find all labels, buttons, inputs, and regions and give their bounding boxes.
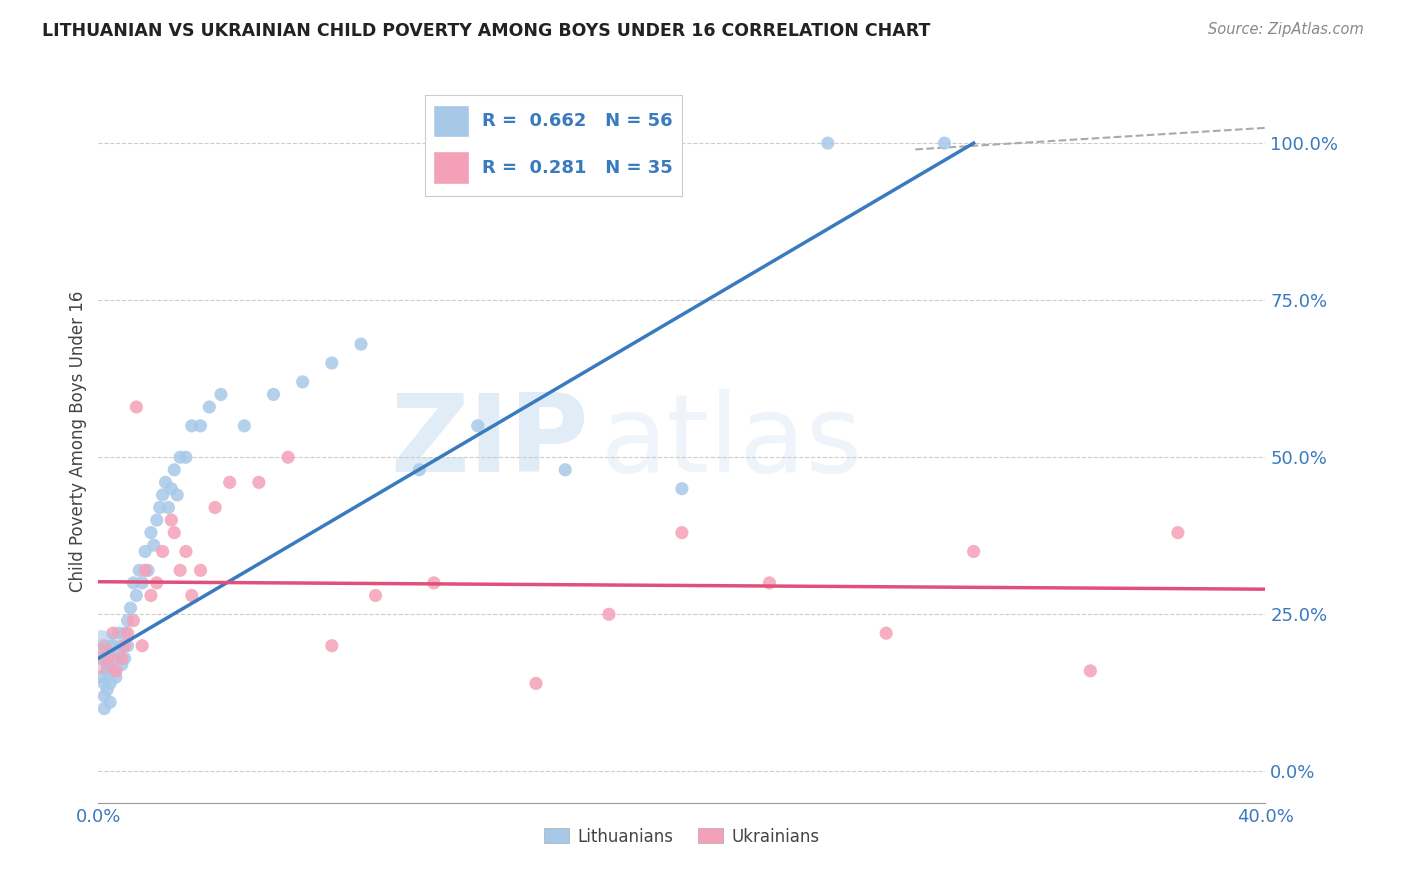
Point: [125, 400, 148, 414]
Point: [111, 657, 134, 672]
Point: [117, 626, 139, 640]
Point: [117, 614, 139, 628]
Point: [209, 387, 232, 401]
Point: [120, 601, 142, 615]
Point: [104, 651, 127, 665]
Point: [934, 136, 956, 150]
Point: [817, 136, 839, 150]
Point: [174, 450, 197, 465]
Point: [218, 475, 240, 490]
Point: [152, 544, 174, 558]
Text: ZIP: ZIP: [389, 389, 589, 494]
Point: [1080, 664, 1102, 678]
Point: [149, 500, 172, 515]
Point: [90, 651, 112, 665]
Point: [134, 544, 156, 558]
Point: [277, 450, 299, 465]
Point: [122, 575, 145, 590]
Point: [160, 513, 183, 527]
Point: [758, 575, 780, 590]
Point: [467, 418, 489, 433]
Point: [122, 614, 145, 628]
Point: [174, 544, 197, 558]
Point: [131, 575, 153, 590]
Point: [408, 463, 430, 477]
Point: [204, 500, 226, 515]
Point: [321, 356, 343, 370]
Point: [117, 639, 139, 653]
Text: Source: ZipAtlas.com: Source: ZipAtlas.com: [1208, 22, 1364, 37]
Point: [198, 400, 221, 414]
Point: [671, 482, 693, 496]
Text: atlas: atlas: [600, 389, 862, 494]
Point: [134, 563, 156, 577]
Point: [146, 513, 169, 527]
Point: [101, 664, 124, 678]
Text: LITHUANIAN VS UKRAINIAN CHILD POVERTY AMONG BOYS UNDER 16 CORRELATION CHART: LITHUANIAN VS UKRAINIAN CHILD POVERTY AM…: [42, 22, 931, 40]
Point: [139, 525, 162, 540]
Point: [114, 626, 136, 640]
Point: [247, 475, 270, 490]
Point: [598, 607, 620, 622]
Point: [554, 463, 576, 477]
Point: [93, 701, 115, 715]
Point: [180, 589, 202, 603]
Point: [321, 639, 343, 653]
Point: [155, 475, 177, 490]
Point: [93, 676, 115, 690]
Point: [96, 651, 118, 665]
Point: [98, 695, 121, 709]
Point: [962, 544, 984, 558]
Point: [423, 575, 446, 590]
Point: [1167, 525, 1189, 540]
Point: [93, 639, 115, 653]
Point: [180, 418, 202, 433]
Point: [146, 575, 169, 590]
Point: [96, 664, 118, 678]
Point: [96, 657, 118, 672]
Point: [114, 639, 136, 653]
Point: [152, 488, 174, 502]
Point: [111, 639, 134, 653]
Point: [157, 500, 180, 515]
Point: [104, 670, 127, 684]
Point: [125, 589, 148, 603]
Point: [160, 482, 183, 496]
Point: [169, 563, 191, 577]
Point: [98, 676, 121, 690]
Point: [96, 682, 118, 697]
Point: [671, 525, 693, 540]
Point: [163, 525, 186, 540]
Point: [169, 450, 191, 465]
Point: [142, 538, 165, 552]
Point: [291, 375, 314, 389]
Point: [111, 651, 134, 665]
Point: [90, 670, 112, 684]
Point: [163, 463, 186, 477]
Legend: Lithuanians, Ukrainians: Lithuanians, Ukrainians: [537, 821, 827, 852]
Point: [114, 651, 136, 665]
Point: [90, 639, 112, 653]
Point: [108, 626, 131, 640]
Point: [233, 418, 256, 433]
Y-axis label: Child Poverty Among Boys Under 16: Child Poverty Among Boys Under 16: [69, 291, 87, 592]
Point: [131, 639, 153, 653]
Point: [101, 626, 124, 640]
Point: [875, 626, 897, 640]
Point: [90, 651, 112, 665]
Point: [190, 563, 212, 577]
Point: [128, 563, 150, 577]
Point: [190, 418, 212, 433]
Point: [104, 664, 127, 678]
Point: [108, 645, 131, 659]
Point: [524, 676, 547, 690]
Point: [350, 337, 373, 351]
Point: [262, 387, 284, 401]
Point: [166, 488, 188, 502]
Point: [364, 589, 387, 603]
Point: [139, 589, 162, 603]
Point: [93, 689, 115, 703]
Point: [136, 563, 159, 577]
Point: [101, 639, 124, 653]
